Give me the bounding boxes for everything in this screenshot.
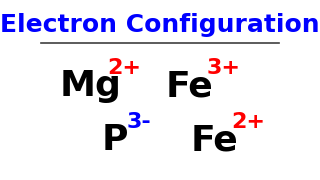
Text: Fe: Fe: [191, 123, 238, 157]
Text: 3-: 3-: [126, 112, 151, 132]
Text: P: P: [102, 123, 129, 157]
Text: 3+: 3+: [206, 58, 240, 78]
Text: Fe: Fe: [166, 69, 214, 103]
Text: 2+: 2+: [107, 58, 141, 78]
Text: Mg: Mg: [60, 69, 121, 103]
Text: Electron Configuration: Electron Configuration: [0, 13, 320, 37]
Text: 2+: 2+: [231, 112, 265, 132]
